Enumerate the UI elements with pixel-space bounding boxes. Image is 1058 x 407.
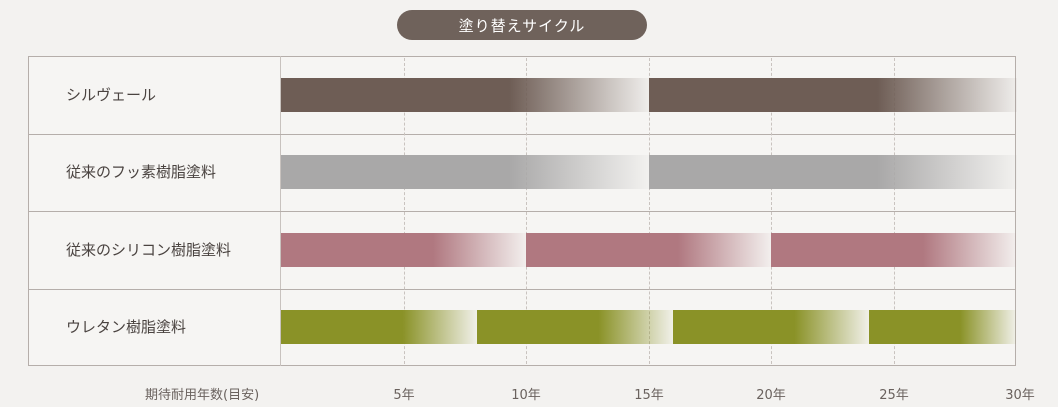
cycle-bar bbox=[526, 233, 771, 267]
x-tick-label: 30年 bbox=[1005, 388, 1035, 403]
x-tick-label: 10年 bbox=[511, 388, 541, 403]
cycle-bar bbox=[771, 233, 1016, 267]
x-tick-label: 25年 bbox=[879, 388, 909, 403]
cycle-bar bbox=[281, 155, 649, 189]
grid-line bbox=[649, 58, 650, 364]
series-label: シルヴェール bbox=[66, 86, 157, 104]
cycle-bar bbox=[869, 310, 1016, 344]
cycle-bar bbox=[281, 310, 477, 344]
cycle-bar bbox=[281, 78, 649, 112]
cycle-bar bbox=[281, 233, 526, 267]
row-separator bbox=[28, 211, 1016, 212]
cycle-bar bbox=[649, 155, 1017, 189]
row-separator bbox=[28, 134, 1016, 135]
chart-title: 塗り替えサイクル bbox=[397, 10, 647, 40]
grid-line bbox=[526, 58, 527, 364]
x-tick-label: 20年 bbox=[756, 388, 786, 403]
x-tick-label: 5年 bbox=[393, 388, 415, 403]
cycle-bar bbox=[673, 310, 869, 344]
series-label: 従来のフッ素樹脂塗料 bbox=[66, 163, 217, 181]
cycle-bar bbox=[477, 310, 673, 344]
cycle-bar bbox=[649, 78, 1017, 112]
series-label: ウレタン樹脂塗料 bbox=[66, 318, 187, 336]
grid-line bbox=[404, 58, 405, 364]
grid-line bbox=[771, 58, 772, 364]
grid-line bbox=[894, 58, 895, 364]
x-axis-title: 期待耐用年数(目安) bbox=[145, 388, 260, 403]
x-tick-label: 15年 bbox=[634, 388, 664, 403]
row-separator bbox=[28, 289, 1016, 290]
series-label: 従来のシリコン樹脂塗料 bbox=[66, 241, 232, 259]
